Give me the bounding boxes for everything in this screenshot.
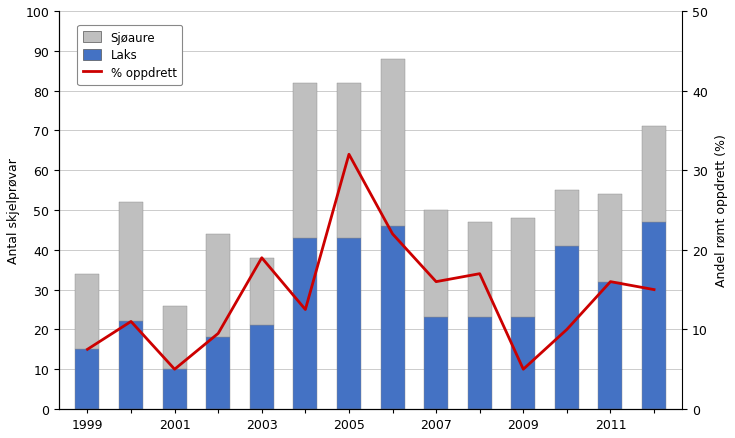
- Bar: [119, 202, 143, 322]
- Bar: [337, 238, 361, 409]
- Bar: [162, 306, 187, 369]
- Bar: [293, 238, 318, 409]
- Bar: [642, 223, 666, 409]
- Bar: [598, 194, 623, 282]
- Bar: [555, 191, 579, 246]
- Bar: [424, 211, 448, 318]
- Y-axis label: Antal skjelprøvar: Antal skjelprøvar: [7, 158, 20, 263]
- Bar: [512, 318, 535, 409]
- Bar: [512, 219, 535, 318]
- Bar: [293, 83, 318, 238]
- Bar: [642, 127, 666, 223]
- Bar: [162, 369, 187, 409]
- Bar: [207, 234, 230, 338]
- Bar: [555, 246, 579, 409]
- Bar: [76, 350, 99, 409]
- Bar: [337, 83, 361, 238]
- Bar: [381, 226, 404, 409]
- Legend: Sjøaure, Laks, % oppdrett: Sjøaure, Laks, % oppdrett: [77, 26, 182, 86]
- Bar: [424, 318, 448, 409]
- Bar: [467, 223, 492, 318]
- Y-axis label: Andel rømt oppdrett (%): Andel rømt oppdrett (%): [715, 134, 728, 287]
- Bar: [76, 274, 99, 350]
- Bar: [250, 258, 273, 326]
- Bar: [381, 60, 404, 226]
- Bar: [207, 338, 230, 409]
- Bar: [250, 326, 273, 409]
- Bar: [598, 282, 623, 409]
- Bar: [119, 322, 143, 409]
- Bar: [467, 318, 492, 409]
